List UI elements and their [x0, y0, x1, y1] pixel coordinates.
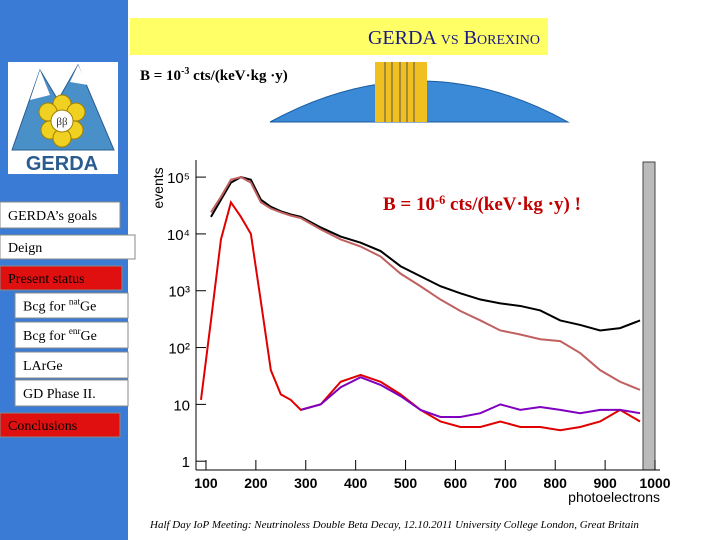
label-text: Conclusions	[8, 419, 77, 434]
menu-label: Conclusions	[8, 419, 77, 434]
menu-label: Deign	[8, 241, 42, 256]
label-text: B = 10	[383, 194, 435, 215]
x-tick-label: 200	[244, 475, 268, 491]
borexino-dome	[269, 62, 570, 123]
menu-item[interactable]	[0, 201, 121, 229]
menu-item[interactable]	[14, 351, 129, 379]
y-tick-label: 10⁵	[167, 170, 190, 187]
logo: ββ GERDA	[8, 62, 118, 175]
menu-label: LArGe	[23, 359, 63, 374]
y-axis-label: events	[150, 167, 166, 208]
label-text: Bcg for	[23, 329, 69, 344]
label-text: Present status	[8, 272, 85, 287]
menu-label: Bcg for natGe	[23, 297, 96, 315]
y-tick-label: 10⁴	[167, 227, 190, 244]
y-tick-label: 10³	[168, 284, 190, 301]
menu: GERDA’s goals Deign Present status Bcg for …	[0, 201, 136, 438]
y-tick-label: 10	[173, 397, 190, 414]
plot-area	[160, 155, 660, 470]
menu-item[interactable]	[14, 292, 129, 319]
x-tick-label: 400	[344, 475, 368, 491]
y-tick-label: 10²	[168, 341, 190, 358]
x-tick-label: 1000	[639, 475, 670, 491]
x-tick-label: 600	[444, 475, 468, 491]
x-tick-label: 900	[593, 475, 617, 491]
label-text: cts/(keV·kg ·y) !	[445, 194, 581, 215]
series-line	[210, 176, 641, 332]
x-tick-label: 100	[194, 475, 218, 491]
label-sup: enr	[69, 326, 81, 336]
menu-item[interactable]	[14, 321, 129, 349]
x-tick-label: 300	[294, 475, 318, 491]
label-text: GERDA’s goals	[8, 209, 97, 224]
title: GERDA vs Borexino	[368, 27, 540, 49]
top-note: B = 10-3 cts/(keV·kg ·y)	[140, 66, 288, 84]
menu-item[interactable]	[0, 412, 121, 438]
x-axis-label: photoelectrons	[568, 489, 660, 505]
y-tick-label: 1	[182, 454, 190, 471]
logo-text: GERDA	[26, 153, 98, 175]
menu-item[interactable]	[0, 265, 123, 291]
veto-band	[642, 161, 656, 471]
menu-item[interactable]	[0, 234, 136, 260]
chart: 1 10 10² 10³ 10⁴ 10⁵ 100 200 300 400 500 600 700 800 9…	[150, 155, 671, 505]
label-text: Ge	[81, 329, 97, 344]
label-text: Ge	[80, 300, 96, 315]
menu-label: Present status	[8, 272, 85, 287]
logo-symbol: ββ	[56, 116, 68, 128]
chart-annotation: B = 10-6 cts/(keV·kg ·y) !	[383, 193, 581, 215]
label-text: Bcg for	[23, 300, 69, 315]
menu-label: Bcg for enrGe	[23, 326, 97, 344]
x-tick-label: 500	[394, 475, 418, 491]
label-sup: nat	[69, 297, 81, 307]
footer: Half Day IoP Meeting: Neutrinoless Doubl…	[149, 519, 639, 531]
title-bar	[130, 18, 548, 55]
note-text: B = 10	[140, 68, 181, 84]
note-text: cts/(keV·kg ·y)	[189, 68, 287, 84]
series-line	[199, 199, 641, 432]
label-text: Deign	[8, 241, 42, 256]
label-text: GD Phase II.	[23, 387, 96, 402]
x-tick-label: 700	[494, 475, 518, 491]
label-sup: -6	[435, 193, 445, 207]
menu-label: GD Phase II.	[23, 387, 96, 402]
menu-label: GERDA’s goals	[8, 209, 97, 224]
x-tick-label: 800	[544, 475, 568, 491]
note-sup: -3	[181, 66, 189, 77]
series-line	[300, 376, 641, 418]
series-line	[210, 176, 641, 391]
label-text: LArGe	[23, 359, 63, 374]
menu-item[interactable]	[14, 379, 129, 407]
